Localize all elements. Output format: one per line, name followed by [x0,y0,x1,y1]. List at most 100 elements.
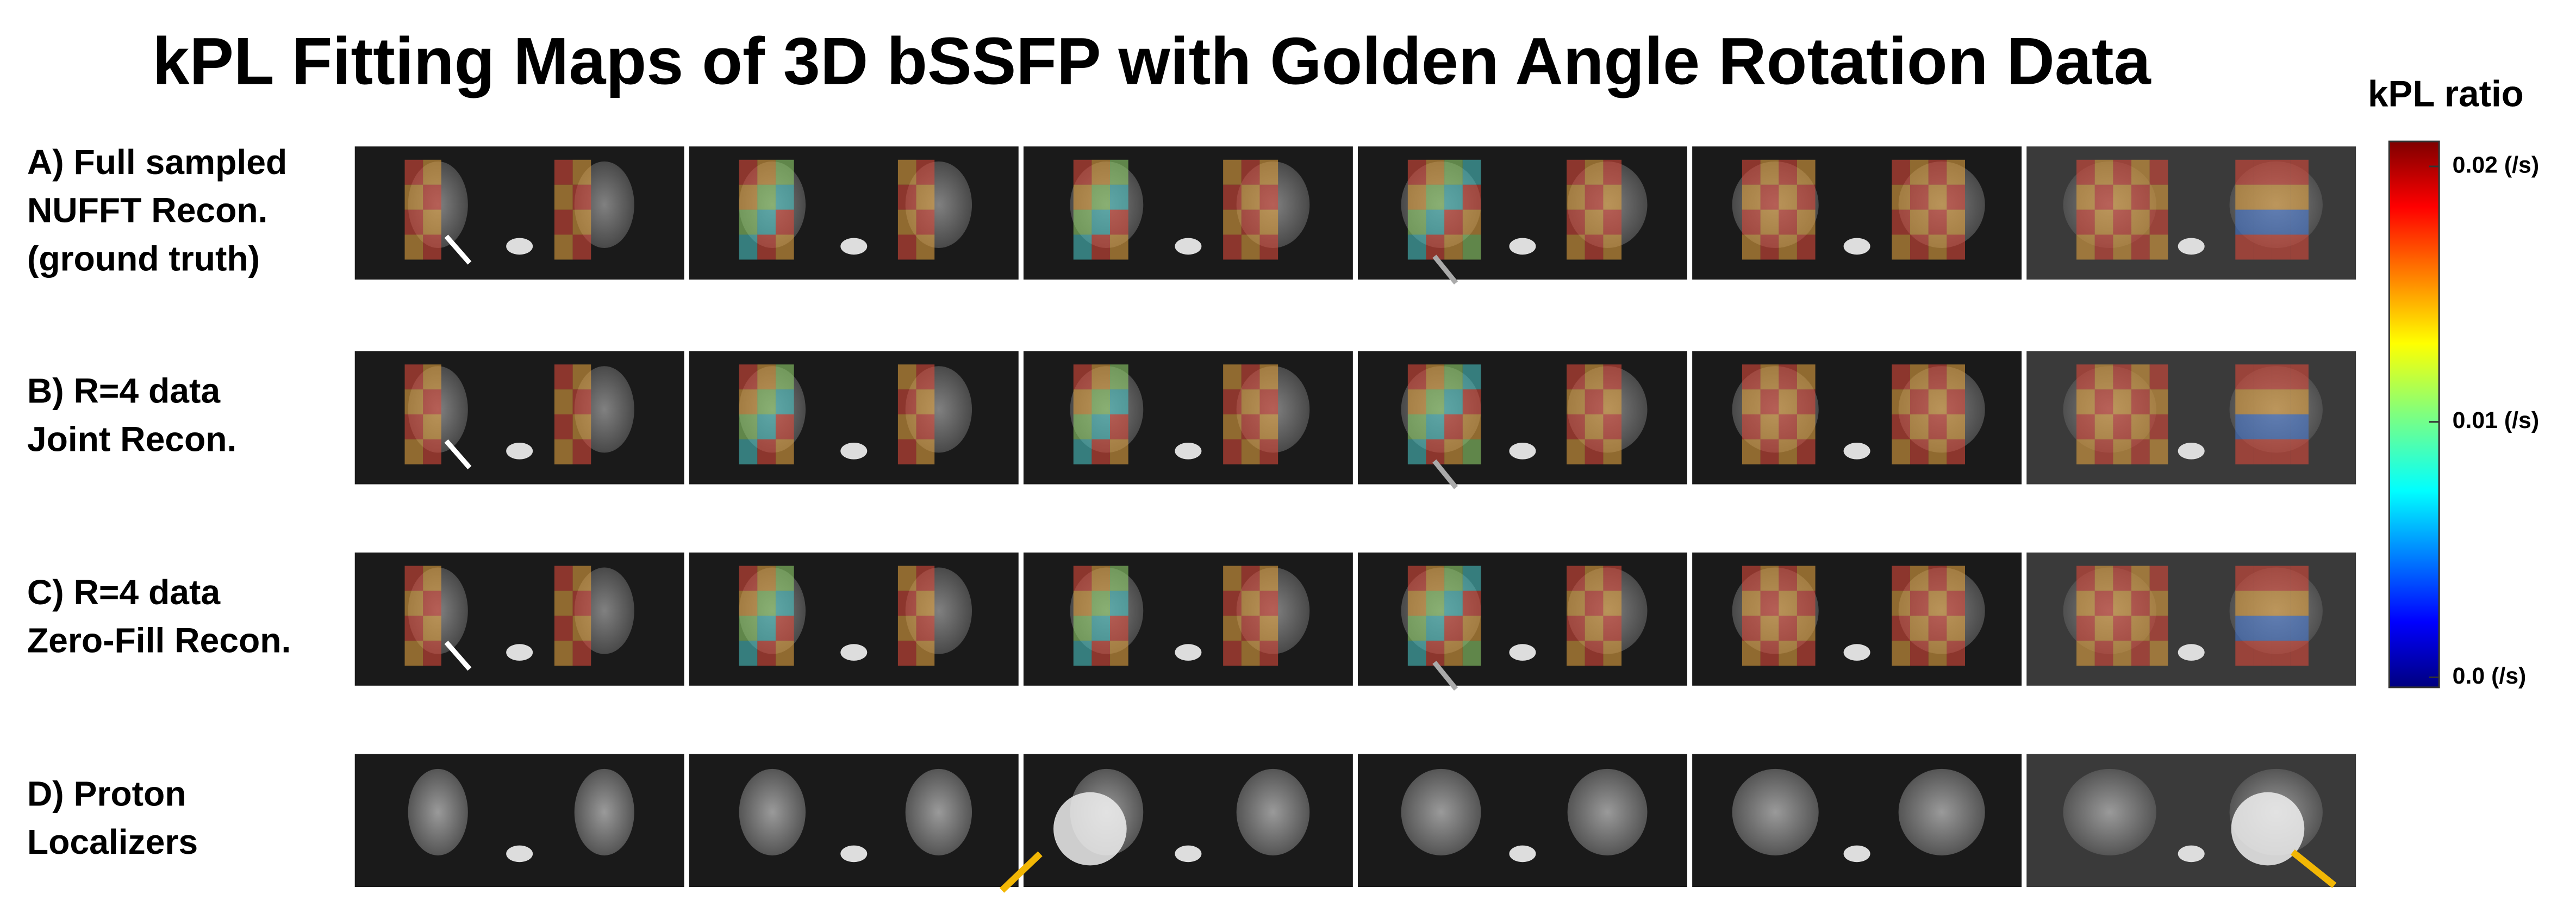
kpl-overlay [1910,641,1929,666]
kpl-overlay [757,566,776,591]
kpl-overlay [1444,389,1463,414]
kpl-overlay [1241,414,1260,439]
kpl-overlay [404,234,423,260]
kpl-overlay [757,234,776,260]
kpl-overlay [1426,616,1445,641]
kpl-overlay [1742,389,1761,414]
kpl-overlay [1779,389,1797,414]
kpl-overlay [897,616,916,641]
kpl-overlay [572,209,591,235]
kpl-overlay [1259,234,1278,260]
image-panel [1358,146,1687,280]
kpl-overlay [775,566,794,591]
kpl-overlay [2113,616,2132,641]
kpl-overlay [2272,641,2291,666]
kpl-overlay [2235,184,2254,210]
kpl-overlay [1110,591,1128,616]
spine [840,845,868,863]
kpl-overlay [1928,414,1947,439]
kpl-overlay [1259,159,1278,185]
kpl-overlay [1910,234,1929,260]
kpl-overlay [1760,364,1779,390]
kpl-overlay [1892,641,1911,666]
kpl-overlay [2149,209,2168,235]
kpl-overlay [1910,439,1929,464]
kpl-overlay [2094,566,2113,591]
kpl-overlay [2272,616,2291,641]
kpl-overlay [2131,591,2150,616]
kpl-overlay [775,389,794,414]
kpl-overlay [739,364,758,390]
kpl-overlay [1797,439,1816,464]
kpl-overlay [739,566,758,591]
colorbar-tick-label: 0.02 (/s) [2453,152,2540,178]
kpl-overlay [916,591,935,616]
kpl-overlay [1603,159,1622,185]
kpl-overlay [572,159,591,185]
kpl-overlay [1760,184,1779,210]
image-panel [1023,552,1353,686]
kpl-overlay [1073,364,1092,390]
kpl-overlay [554,566,573,591]
row-label: C) R=4 data [27,573,221,612]
kpl-overlay [1223,184,1242,210]
kpl-overlay [1797,184,1816,210]
kidney [1898,768,1985,855]
kpl-overlay [1603,184,1622,210]
kpl-overlay [775,414,794,439]
kpl-overlay [1585,591,1604,616]
image-panel [2026,754,2356,888]
kpl-overlay [2094,234,2113,260]
kpl-overlay [2253,591,2272,616]
kpl-overlay [1426,591,1445,616]
kpl-overlay [1567,439,1585,464]
kpl-overlay [1797,209,1816,235]
kpl-overlay [1928,439,1947,464]
kpl-overlay [404,616,423,641]
kpl-overlay [916,414,935,439]
kpl-overlay [2131,616,2150,641]
kpl-overlay [554,184,573,210]
kpl-overlay [1073,439,1092,464]
kpl-overlay [2076,364,2095,390]
kpl-overlay [1947,389,1966,414]
kpl-overlay [1223,234,1242,260]
kpl-overlay [757,616,776,641]
kpl-overlay [1567,566,1585,591]
kpl-overlay [1110,184,1128,210]
image-panel [1358,754,1687,888]
kpl-overlay [1444,209,1463,235]
kpl-overlay [1407,159,1426,185]
kpl-overlay [897,209,916,235]
kpl-overlay [1797,616,1816,641]
kpl-overlay [2113,566,2132,591]
row-label: B) R=4 data [27,371,221,411]
kpl-overlay [554,641,573,666]
kpl-overlay [423,591,441,616]
kpl-overlay [916,159,935,185]
kpl-overlay [1073,566,1092,591]
kpl-overlay [757,591,776,616]
spine [840,443,868,460]
kpl-overlay [1407,641,1426,666]
kpl-overlay [1928,389,1947,414]
kpl-overlay [1910,616,1929,641]
kpl-overlay [554,414,573,439]
kpl-overlay [897,159,916,185]
kpl-overlay [2094,159,2113,185]
kpl-overlay [739,389,758,414]
kpl-overlay [1462,209,1481,235]
kpl-overlay [2272,566,2291,591]
kpl-overlay [423,616,441,641]
row-label: Localizers [27,822,198,861]
kpl-overlay [1760,234,1779,260]
kpl-overlay [1797,159,1816,185]
kpl-overlay [2131,184,2150,210]
kpl-overlay [404,159,423,185]
kpl-overlay [1241,591,1260,616]
kpl-overlay [2235,566,2254,591]
spine [1509,443,1536,460]
kpl-overlay [1444,364,1463,390]
kpl-overlay [1259,184,1278,210]
kpl-overlay [1779,159,1797,185]
